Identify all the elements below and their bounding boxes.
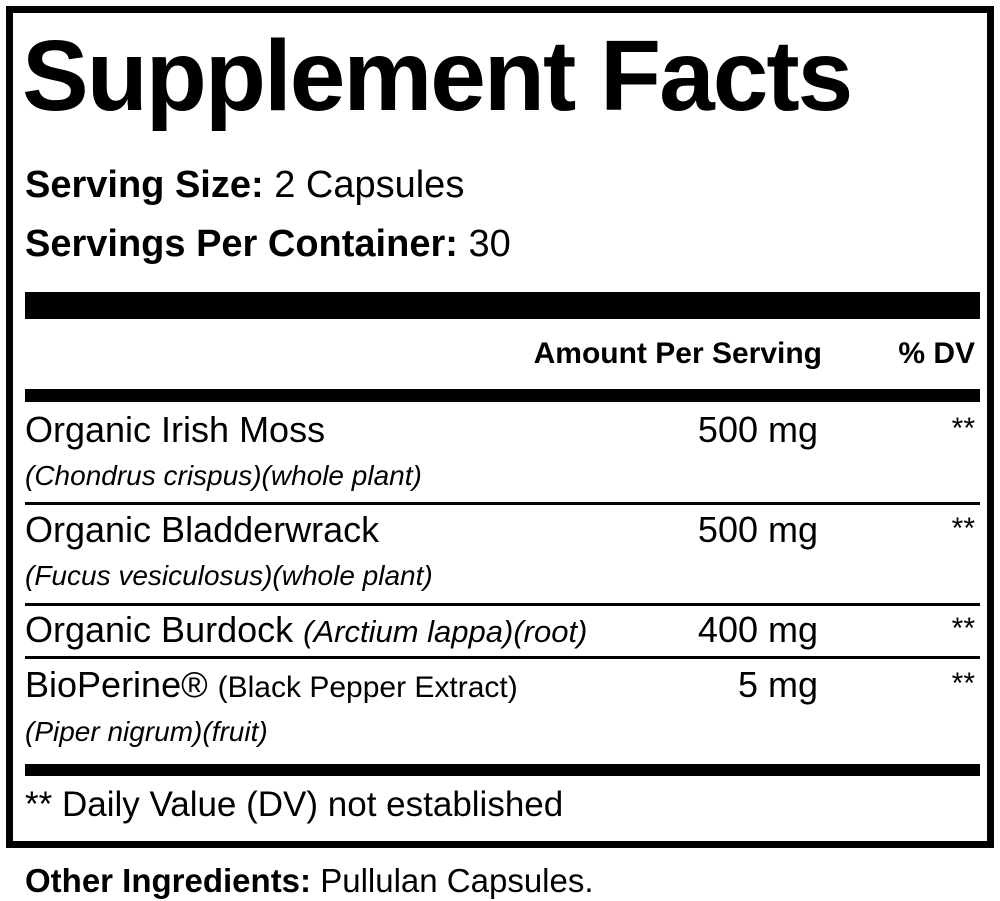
thin-rule	[25, 656, 980, 659]
ingredient-name-text: BioPerine®	[25, 664, 208, 705]
thin-rule	[25, 502, 980, 505]
ingredient-name: Organic Bladderwrack	[25, 509, 380, 550]
amount-header: Amount Per Serving	[533, 337, 822, 370]
other-ingredients: Other Ingredients: Pullulan Capsules.	[25, 864, 594, 897]
ingredient-inline-detail: (Black Pepper Extract)	[217, 671, 518, 704]
title: Supplement Facts	[22, 20, 853, 132]
serving-size-value: 2 Capsules	[274, 164, 465, 206]
label-box	[6, 6, 994, 848]
thick-rule	[25, 292, 980, 319]
dv: **	[951, 612, 975, 645]
thin-rule	[25, 603, 980, 606]
ingredient-name-text: Organic Burdock	[25, 609, 294, 650]
ingredient-detail: (Fucus vesiculosus)(whole plant)	[25, 560, 433, 591]
ingredient-name: BioPerine® (Black Pepper Extract)	[25, 667, 518, 703]
medium-rule	[25, 764, 980, 776]
other-ingredients-label: Other Ingredients:	[25, 862, 312, 899]
servings-value: 30	[468, 223, 511, 265]
amount: 5 mg	[737, 664, 818, 705]
dv: **	[951, 667, 975, 700]
ingredient-name: Organic Burdock (Arctium lappa)(root)	[25, 612, 587, 648]
amount: 400 mg	[697, 609, 818, 650]
serving-size-label: Serving Size:	[25, 164, 264, 206]
ingredient-detail: (Chondrus crispus)(whole plant)	[25, 460, 422, 491]
ingredient-inline-detail: (Arctium lappa)(root)	[303, 614, 588, 649]
dv: **	[951, 512, 975, 545]
dv-header: % DV	[898, 337, 975, 370]
other-ingredients-value: Pullulan Capsules.	[320, 862, 594, 899]
serving-size: Serving Size: 2 Capsules	[25, 166, 464, 204]
ingredient-name: Organic Irish Moss	[25, 409, 326, 450]
amount: 500 mg	[697, 409, 818, 450]
medium-rule	[25, 389, 980, 402]
dv: **	[951, 412, 975, 445]
servings-label: Servings Per Container:	[25, 223, 458, 265]
servings-per-container: Servings Per Container: 30	[25, 225, 511, 263]
ingredient-detail: (Piper nigrum)(fruit)	[25, 716, 268, 747]
footnote: ** Daily Value (DV) not established	[25, 785, 564, 824]
amount: 500 mg	[697, 509, 818, 550]
